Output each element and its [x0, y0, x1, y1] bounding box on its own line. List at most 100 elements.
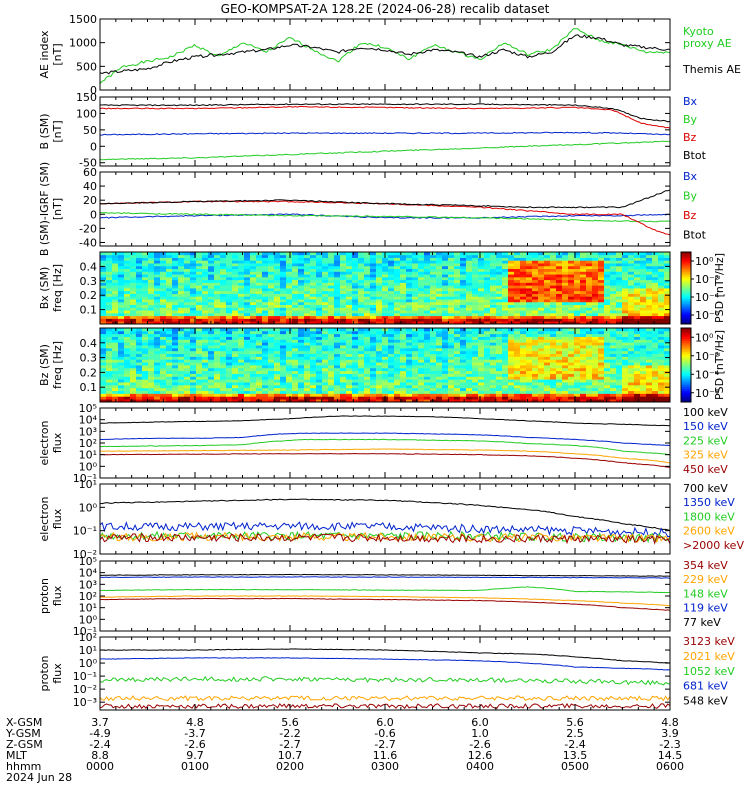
spectrogram-cell	[142, 328, 149, 332]
spectrogram-cell	[346, 293, 353, 297]
spectrogram-cell	[352, 379, 359, 383]
spectrogram-cell	[634, 304, 641, 308]
spectrogram-cell	[202, 362, 209, 366]
spectrogram-cell	[622, 318, 629, 322]
spectrogram-cell	[448, 265, 455, 270]
spectrogram-cell	[454, 288, 461, 292]
spectrogram-cell	[346, 296, 353, 300]
spectrogram-cell	[100, 312, 107, 317]
spectrogram-cell	[622, 268, 629, 272]
spectrogram-cell	[430, 296, 437, 300]
spectrogram-cell	[412, 347, 419, 352]
spectrogram-cell	[214, 276, 221, 281]
spectrogram-cell	[418, 367, 425, 372]
spectrogram-cell	[346, 387, 353, 392]
spectrogram-cell	[496, 376, 503, 380]
spectrogram-cell	[622, 285, 629, 289]
spectrogram-cell	[460, 263, 467, 267]
spectrogram-cell	[526, 296, 533, 300]
spectrogram-cell	[334, 382, 341, 386]
spectrogram-cell	[418, 379, 425, 383]
spectrogram-cell	[142, 356, 149, 360]
spectrogram-cell	[556, 362, 563, 366]
spectrogram-cell	[424, 260, 431, 264]
spectrogram-cell	[238, 396, 245, 400]
spectrogram-cell	[334, 274, 341, 278]
spectrogram-cell	[358, 274, 365, 278]
spectrogram-cell	[610, 257, 617, 261]
spectrogram-cell	[598, 271, 605, 275]
spectrogram-cell	[238, 376, 245, 380]
spectrogram-cell	[448, 359, 455, 363]
spectrogram-cell	[340, 299, 347, 303]
spectrogram-cell	[178, 387, 185, 392]
spectrogram-cell	[136, 365, 143, 369]
spectrogram-cell	[640, 312, 647, 317]
spectrogram-cell	[124, 370, 131, 374]
spectrogram-cell	[208, 276, 215, 281]
spectrogram-cell	[508, 347, 515, 352]
spectrogram-cell	[232, 336, 239, 340]
spectrogram-cell	[280, 362, 287, 366]
spectrogram-cell	[340, 390, 347, 394]
spectrogram-cell	[484, 301, 491, 306]
spectrogram-cell	[154, 342, 161, 346]
spectrogram-cell	[280, 336, 287, 340]
spectrogram-cell	[154, 336, 161, 340]
spectrogram-cell	[286, 254, 293, 258]
colorbar-step	[681, 282, 691, 285]
spectrogram-cell	[196, 387, 203, 392]
spectrogram-cell	[328, 365, 335, 369]
spectrogram-cell	[418, 390, 425, 394]
spectrogram-cell	[622, 263, 629, 267]
spectrogram-cell	[412, 342, 419, 346]
spectrogram-cell	[142, 263, 149, 267]
spectrogram-cell	[490, 356, 497, 360]
spectrogram-cell	[280, 387, 287, 392]
spectrogram-cell	[184, 299, 191, 303]
spectrogram-cell	[148, 382, 155, 386]
spectrogram-cell	[220, 359, 227, 363]
spectrogram-cell	[364, 399, 371, 402]
spectrogram-cell	[406, 328, 413, 332]
spectrogram-cell	[538, 339, 545, 343]
spectrogram-cell	[418, 260, 425, 264]
spectrogram-cell	[358, 290, 365, 294]
spectrogram-cell	[346, 390, 353, 394]
spectrogram-cell	[478, 274, 485, 278]
spectrogram-cell	[382, 390, 389, 394]
spectrogram-cell	[532, 365, 539, 369]
spectrogram-cell	[112, 359, 119, 363]
spectrogram-cell	[382, 365, 389, 369]
spectrogram-cell	[184, 350, 191, 355]
spectrogram-cell	[478, 399, 485, 402]
spectrogram-cell	[400, 370, 407, 374]
spectrogram-cell	[490, 347, 497, 352]
spectrogram-cell	[538, 274, 545, 278]
spectrogram-cell	[244, 265, 251, 270]
spectrogram-cell	[604, 282, 611, 286]
spectrogram-cell	[250, 382, 257, 386]
spectrogram-cell	[226, 396, 233, 400]
spectrogram-cell	[310, 310, 317, 314]
spectrogram-cell	[418, 384, 425, 389]
spectrogram-cell	[574, 393, 581, 397]
spectrogram-cell	[556, 359, 563, 363]
spectrogram-cell	[496, 315, 503, 319]
spectrogram-cell	[478, 390, 485, 394]
spectrogram-cell	[586, 290, 593, 294]
spectrogram-cell	[514, 336, 521, 340]
spectrogram-cell	[220, 274, 227, 278]
spectrogram-cell	[154, 362, 161, 366]
spectrogram-cell	[358, 356, 365, 360]
spectrogram-cell	[232, 254, 239, 258]
spectrogram-cell	[112, 274, 119, 278]
spectrogram-cell	[508, 318, 515, 322]
spectrogram-cell	[496, 321, 503, 324]
spectrogram-cell	[238, 299, 245, 303]
spectrogram-cell	[202, 254, 209, 258]
spectrogram-cell	[184, 260, 191, 264]
spectrogram-cell	[658, 315, 665, 319]
spectrogram-cell	[406, 367, 413, 372]
spectrogram-cell	[298, 271, 305, 275]
